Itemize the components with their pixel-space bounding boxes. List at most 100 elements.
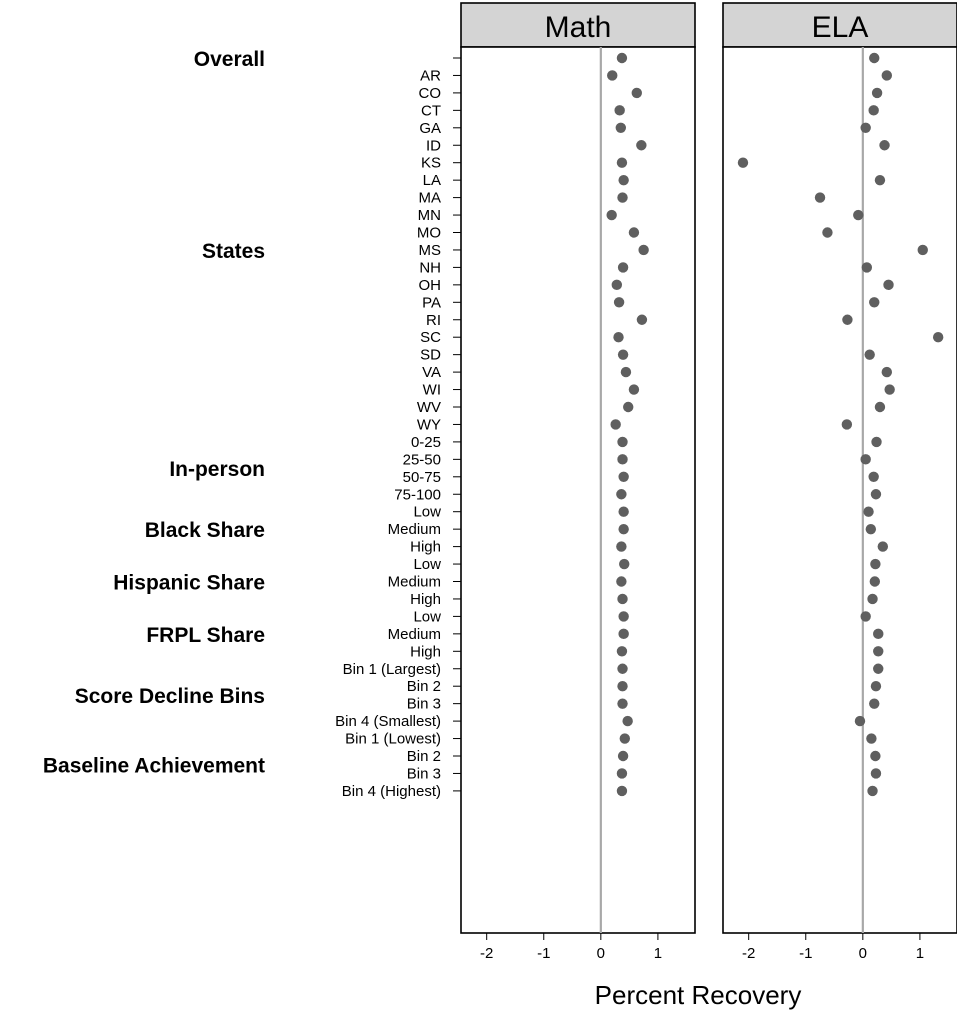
point-ela-states-wy [841,419,853,430]
point-ela-states-nh [861,262,873,273]
row-label-ma: MA [419,190,442,207]
point-ela-states-ks [737,157,749,168]
point-ela-states-sc [932,332,944,343]
group-label-black-share: Black Share [145,519,265,542]
point-math-baseline-achievement-bin-1-lowest [619,733,630,744]
row-label-bin-1-lowest: Bin 1 (Lowest) [345,731,441,748]
point-math-baseline-achievement-bin-3 [616,768,628,779]
point-ela-states-co [871,87,883,99]
point-ela-score-decline-bins-bin-1-largest [873,663,884,674]
point-ela-hispanic-share-low [870,558,881,570]
point-ela-states-pa [869,297,880,308]
row-label-pa: PA [422,294,441,311]
point-math-frpl-share-medium [618,628,629,640]
group-label-baseline-achievement: Baseline Achievement [43,755,265,778]
point-ela-states-mo [822,227,833,238]
point-ela-frpl-share-high [873,646,884,657]
point-ela-states-ct [868,105,879,116]
point-ela-frpl-share-medium [873,628,884,640]
point-ela-states-id [879,140,890,151]
row-label-sd: SD [420,347,441,364]
row-label-la: LA [423,172,441,189]
point-ela-in-person-50-75 [868,471,879,482]
row-label-medium: Medium [388,574,441,591]
row-label-high: High [410,539,441,556]
point-ela-score-decline-bins-bin-4-smallest [854,715,866,727]
group-label-score-decline-bins: Score Decline Bins [75,685,265,708]
x-tick-label: 1 [654,945,662,962]
point-math-states-mo [628,227,640,238]
point-math-black-share-low [618,506,629,517]
point-math-states-sc [613,332,624,343]
group-label-overall: Overall [194,48,265,71]
x-axis-label: Percent Recovery [595,980,802,1010]
point-math-states-ga [615,122,627,133]
point-math-score-decline-bins-bin-2 [617,681,628,692]
row-label-ri: RI [426,312,441,329]
point-math-states-pa [613,297,625,308]
row-label-bin-1-largest: Bin 1 (Largest) [343,661,441,678]
row-label-high: High [410,591,441,608]
point-math-states-ct [614,105,625,116]
row-label-bin-4-smallest: Bin 4 (Smallest) [335,713,441,730]
row-label-va: VA [422,364,441,381]
point-math-states-oh [611,279,623,291]
point-math-states-ma [617,192,628,203]
point-math-black-share-high [616,541,627,552]
row-label-ms: MS [419,242,442,259]
row-label-bin-3: Bin 3 [407,696,441,713]
row-label-oh: OH [419,277,442,294]
group-label-in-person: In-person [169,458,265,481]
x-tick-label: -2 [742,945,755,962]
row-label-ga: GA [419,120,441,137]
row-label-wy: WY [417,416,441,433]
point-math-states-co [631,87,642,99]
x-tick-label: 0 [597,945,605,962]
point-ela-states-wi [884,384,895,395]
x-tick-label: 1 [916,945,924,962]
panel-frame-math [460,46,696,934]
row-label-nh: NH [419,259,441,276]
row-label-bin-4-highest: Bin 4 (Highest) [342,783,441,800]
point-math-states-va [620,366,632,378]
point-ela-states-oh [883,279,894,291]
x-tick-label: 0 [859,945,867,962]
point-math-frpl-share-high [616,646,628,657]
point-math-states-ms [638,244,649,256]
point-math-overall [616,52,628,64]
point-ela-overall [869,52,880,64]
row-label-mo: MO [417,225,441,242]
point-ela-score-decline-bins-bin-2 [870,681,882,692]
x-tick-label: -1 [799,945,812,962]
point-ela-states-ma [814,192,826,203]
point-math-hispanic-share-medium [616,576,627,587]
point-math-states-wv [623,401,634,413]
row-label-high: High [410,643,441,660]
row-label-ct: CT [421,102,441,119]
point-ela-states-wv [874,401,886,413]
x-tick-label: -1 [537,945,550,962]
point-ela-states-va [881,366,892,378]
point-math-states-la [618,174,629,186]
row-label-wv: WV [417,399,441,416]
point-ela-baseline-achievement-bin-3 [870,768,882,779]
row-label-0-25: 0-25 [411,434,441,451]
point-ela-in-person-75-100 [870,489,882,500]
point-ela-baseline-achievement-bin-4-highest [867,785,878,797]
point-ela-states-sd [864,349,875,360]
point-math-states-wy [610,419,621,430]
point-math-states-ar [607,70,618,81]
point-ela-in-person-0-25 [871,436,882,448]
panel-header-math [460,2,696,48]
point-ela-states-mn [853,209,864,221]
point-ela-black-share-low [863,506,874,517]
point-ela-states-ri [842,314,853,325]
panel-title-ela: ELA [812,11,869,44]
point-math-black-share-medium [618,523,629,535]
row-label-ks: KS [421,155,441,172]
point-math-in-person-0-25 [617,436,628,448]
panel-frame-ela [722,46,957,934]
point-ela-score-decline-bins-bin-3 [869,698,880,709]
point-math-hispanic-share-low [619,558,630,570]
